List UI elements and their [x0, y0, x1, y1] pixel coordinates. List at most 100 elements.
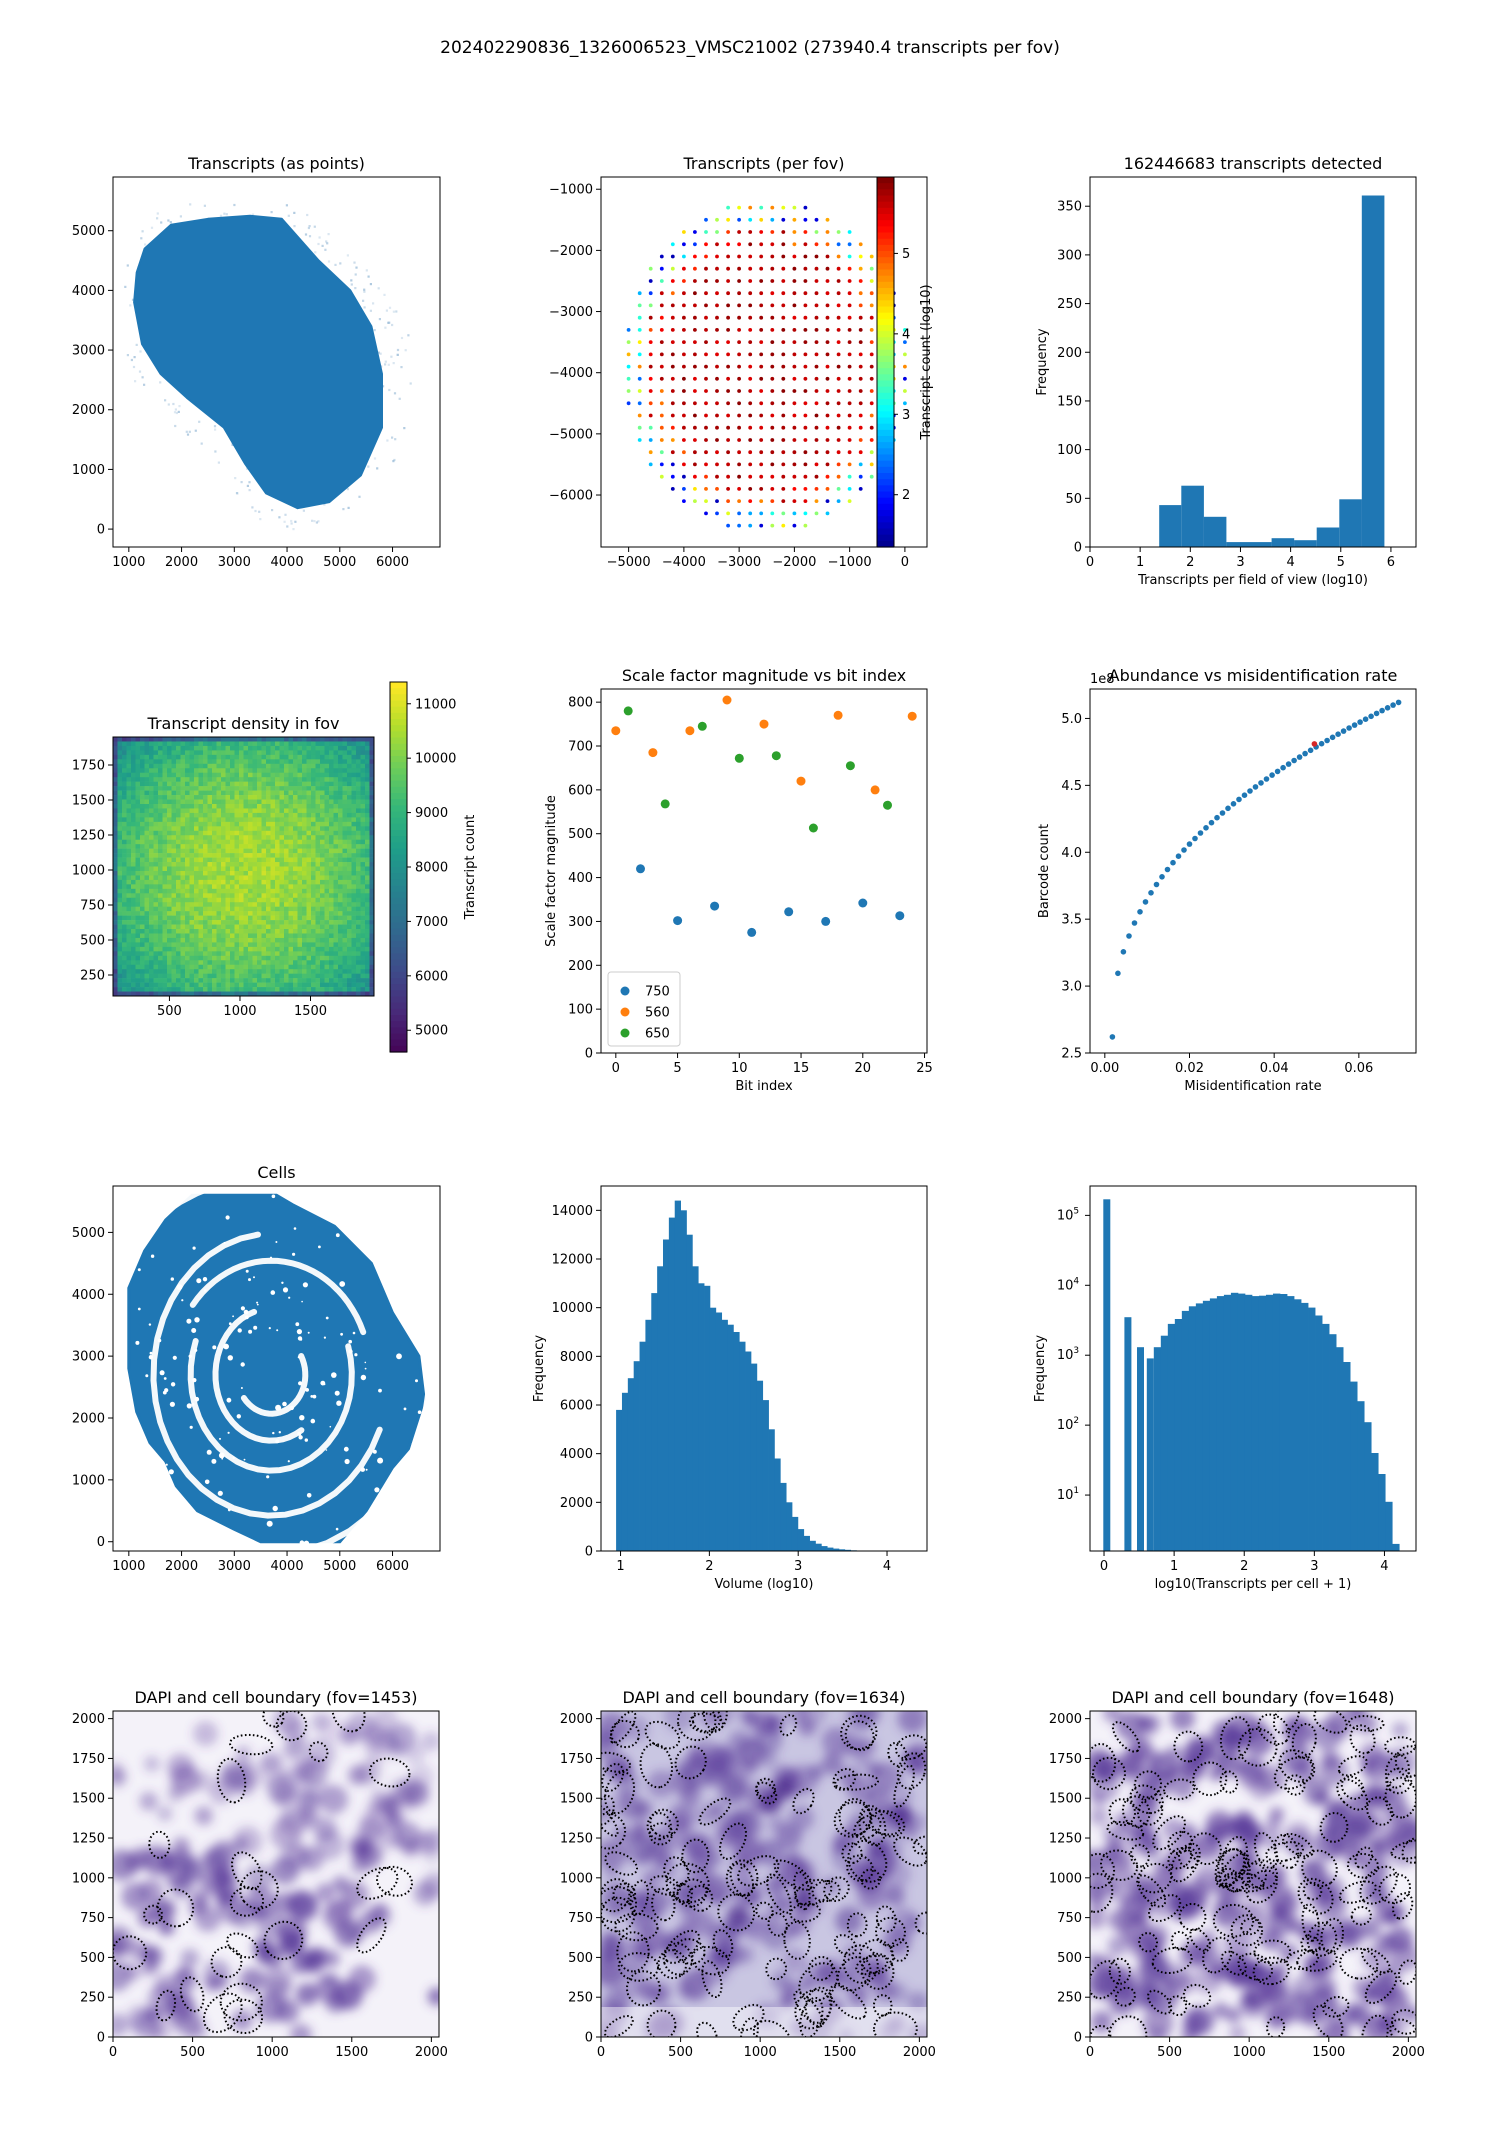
density-cell [315, 848, 321, 854]
density-cell [185, 777, 190, 782]
density-cell [365, 808, 370, 814]
density-cell [266, 830, 271, 836]
sparse-transcript-point [354, 273, 357, 276]
density-cell [149, 960, 154, 966]
density-cell [329, 768, 334, 774]
density-cell [149, 897, 154, 903]
density-cell [270, 924, 276, 930]
density-cell [365, 826, 370, 832]
density-cell [329, 795, 334, 800]
density-cell [144, 964, 150, 970]
fov-point [869, 352, 874, 357]
density-cell [149, 768, 154, 774]
density-cell [171, 929, 177, 934]
density-cell [356, 763, 361, 769]
density-cell [234, 763, 240, 769]
x-tick-label: 2 [1186, 555, 1194, 570]
fov-point [814, 450, 819, 455]
density-cell [126, 915, 132, 921]
density-cell [234, 960, 240, 966]
cell-gap-speck [403, 1407, 407, 1411]
density-cell [261, 848, 267, 854]
density-cell [180, 964, 186, 970]
density-cell [270, 754, 276, 760]
scale-factor-point [821, 916, 831, 926]
density-cell [176, 830, 181, 836]
density-cell [266, 803, 271, 809]
fov-point [682, 279, 686, 283]
density-cell [167, 933, 172, 939]
density-cell [365, 937, 370, 943]
density-cell [302, 902, 307, 907]
density-cell [203, 915, 208, 921]
density-cell [293, 951, 298, 957]
density-cell [261, 737, 267, 742]
fov-point [693, 499, 697, 503]
density-cell [315, 862, 321, 867]
fov-point [659, 254, 664, 259]
density-cell [221, 812, 226, 818]
density-cell [167, 763, 172, 769]
density-cell [284, 853, 289, 858]
density-cell [302, 754, 307, 760]
density-cell [194, 835, 199, 841]
colorbar-segment [390, 700, 407, 708]
fov-point [682, 303, 686, 308]
density-cell [261, 955, 267, 961]
density-cell [342, 920, 348, 925]
density-cell [338, 754, 343, 760]
density-cell [239, 835, 244, 841]
fov-point [637, 364, 642, 369]
density-cell [149, 750, 154, 756]
density-cell [216, 745, 222, 751]
density-cell [203, 879, 208, 885]
density-cell [153, 853, 159, 858]
density-cell [338, 866, 343, 872]
density-cell [324, 987, 330, 992]
density-cell [239, 955, 244, 961]
density-cell [171, 786, 177, 791]
density-cell [239, 759, 244, 765]
density-cell [144, 920, 150, 925]
fov-point [726, 266, 730, 271]
density-cell [144, 960, 150, 966]
density-cell [113, 737, 118, 742]
density-cell [171, 853, 177, 858]
density-cell [365, 902, 370, 907]
density-cell [284, 897, 289, 903]
cell-gap-speck [293, 1227, 297, 1230]
density-cell [329, 866, 334, 872]
density-cell [293, 870, 298, 876]
fov-point [715, 328, 719, 332]
fov-point [737, 205, 741, 210]
density-cell [275, 911, 280, 916]
density-cell [365, 960, 370, 966]
cell-gap-speck [335, 1233, 340, 1238]
density-cell [135, 790, 141, 796]
density-cell [221, 799, 226, 805]
density-cell [144, 902, 150, 907]
density-cell [338, 973, 343, 979]
density-cell [356, 942, 361, 948]
colorbar-segment [877, 244, 894, 252]
density-cell [342, 835, 348, 841]
fov-point [726, 438, 730, 442]
density-cell [203, 835, 208, 841]
density-cell [216, 942, 222, 948]
fov-point [748, 450, 753, 455]
density-cell [360, 803, 366, 809]
fov-point [781, 217, 786, 222]
density-cell [230, 884, 235, 890]
density-cell [302, 951, 307, 957]
density-cell [333, 795, 339, 800]
density-cell [302, 817, 307, 823]
density-cell [315, 763, 321, 769]
density-cell [257, 830, 262, 836]
density-cell [126, 951, 132, 957]
density-cell [185, 844, 190, 849]
density-cell [284, 848, 289, 854]
density-cell [275, 763, 280, 769]
density-cell [221, 915, 226, 921]
y-tick-label: 250 [80, 969, 105, 984]
fov-point [704, 352, 708, 357]
